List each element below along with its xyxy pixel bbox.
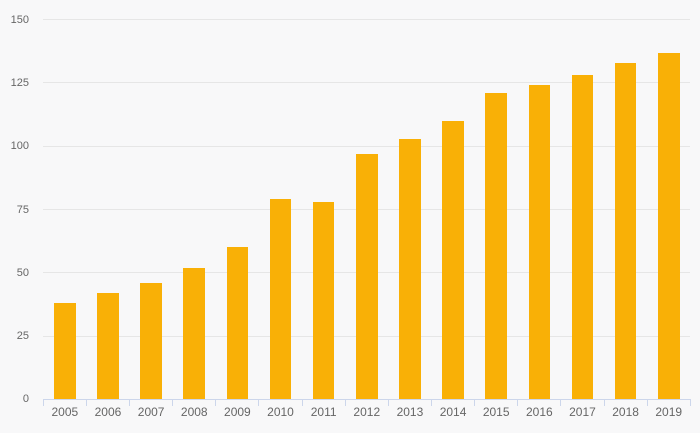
y-tick-label: 150: [10, 13, 29, 26]
x-tick-label: 2007: [137, 404, 165, 419]
x-axis-tick: [431, 399, 432, 407]
y-tick-label: 75: [16, 203, 29, 216]
y-tick-label: 50: [16, 266, 29, 279]
bar-2018[interactable]: [614, 62, 637, 400]
x-axis-tick: [301, 399, 303, 407]
x-tick-label: 2011: [310, 404, 337, 419]
x-tick-label: 2018: [612, 404, 639, 419]
x-axis-tick: [258, 399, 260, 407]
y-tick-label: 25: [16, 330, 29, 343]
x-axis-tick: [344, 399, 346, 407]
bar-2013[interactable]: [399, 138, 421, 400]
x-tick-label: 2015: [482, 404, 510, 419]
x-axis-tick: [387, 399, 389, 407]
bar-2012[interactable]: [356, 153, 378, 400]
x-axis-tick: [172, 399, 174, 407]
x-tick-label: 2010: [267, 404, 294, 419]
x-axis-line: [43, 398, 691, 400]
x-tick-label: 2019: [655, 404, 683, 419]
x-axis-tick: [603, 399, 605, 407]
x-tick-label: 2008: [180, 404, 208, 419]
x-axis-tick: [215, 399, 217, 407]
bar-2005[interactable]: [54, 303, 76, 400]
bar-2009[interactable]: [226, 247, 249, 400]
x-tick-label: 2009: [224, 404, 251, 419]
x-tick-label: 2005: [51, 404, 79, 419]
gridline: [43, 82, 691, 84]
x-axis-tick: [517, 399, 519, 407]
gridline: [43, 19, 691, 21]
bar-2016[interactable]: [528, 85, 551, 400]
x-tick-label: 2013: [396, 404, 424, 419]
x-tick-label: 2006: [94, 404, 122, 419]
x-tick-label: 2016: [525, 404, 553, 419]
bar-2011[interactable]: [312, 201, 335, 400]
y-tick-label: 125: [10, 76, 29, 89]
bar-2008[interactable]: [183, 267, 206, 400]
bar-2007[interactable]: [140, 282, 162, 400]
bar-2014[interactable]: [442, 120, 464, 400]
y-tick-label: 0: [22, 393, 29, 406]
x-axis-tick: [85, 399, 87, 407]
x-tick-label: 2012: [353, 404, 381, 419]
bar-2010[interactable]: [269, 199, 292, 400]
x-axis-tick: [474, 399, 476, 407]
bar-2015[interactable]: [485, 93, 507, 400]
y-tick-label: 100: [10, 140, 29, 153]
x-axis-tick: [42, 399, 44, 407]
gridline: [43, 145, 691, 147]
bar-2017[interactable]: [571, 75, 594, 400]
bar-2006[interactable]: [97, 293, 119, 400]
x-axis-tick: [129, 399, 131, 407]
bar-2019[interactable]: [657, 52, 680, 400]
x-axis-tick: [560, 399, 562, 407]
x-tick-label: 2017: [569, 404, 596, 419]
x-axis-tick: [689, 399, 691, 407]
x-axis-tick: [646, 399, 648, 407]
x-tick-label: 2014: [439, 404, 467, 419]
